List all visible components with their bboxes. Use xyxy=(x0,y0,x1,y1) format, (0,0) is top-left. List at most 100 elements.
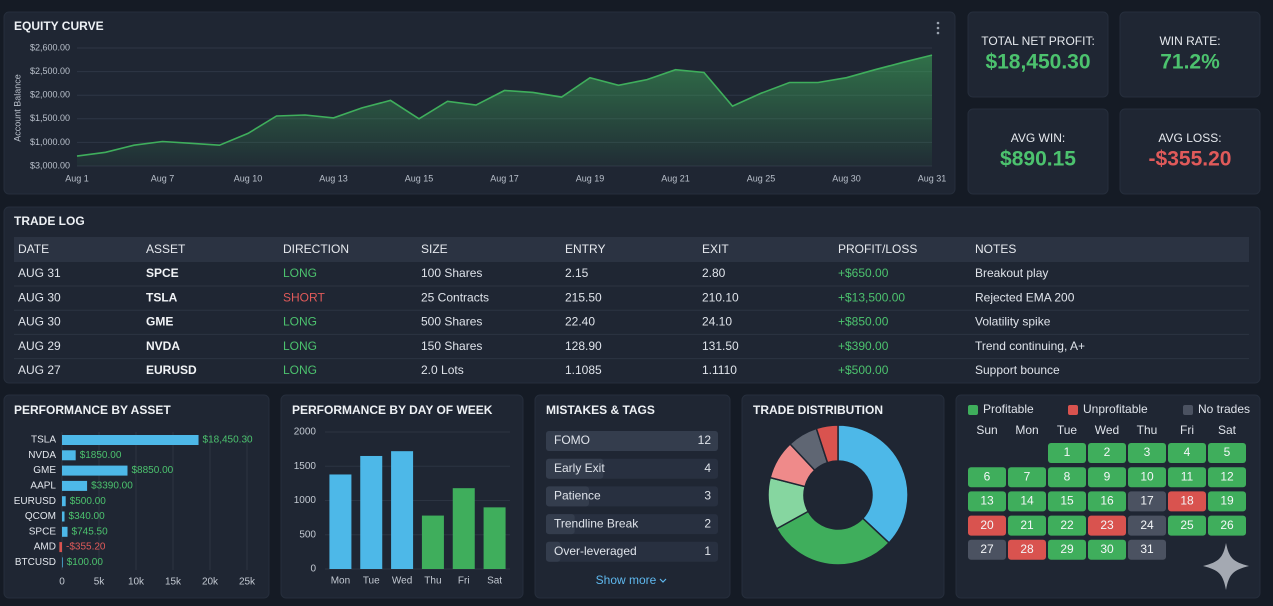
table-cell: 22.40 xyxy=(565,315,595,329)
day-number: 24 xyxy=(1140,518,1154,532)
panel-title: MISTAKES & TAGS xyxy=(546,403,655,417)
tag-count: 1 xyxy=(704,544,711,558)
calendar-day xyxy=(1008,539,1046,560)
tag-count: 3 xyxy=(704,489,711,503)
y-tick-label: $2,500.00 xyxy=(30,66,70,76)
x-tick-label: Aug 15 xyxy=(405,173,434,183)
equity-area xyxy=(77,55,932,166)
y-tick-label: QCOM xyxy=(25,511,56,522)
stat-card xyxy=(1119,108,1261,195)
day-number: 29 xyxy=(1060,542,1074,556)
bar xyxy=(452,488,475,569)
menu-icon[interactable] xyxy=(936,21,940,35)
legend-swatch xyxy=(968,405,978,415)
table-title: TRADE LOG xyxy=(14,214,85,228)
chevron-icon xyxy=(659,578,667,583)
y-tick-label: $1,500.00 xyxy=(30,113,70,123)
day-number: 7 xyxy=(1024,469,1031,483)
bar xyxy=(391,451,414,569)
table-cell: +$650.00 xyxy=(838,266,889,280)
day-number: 18 xyxy=(1180,494,1194,508)
weekday-label: Mon xyxy=(1015,423,1038,437)
table-cell: AUG 30 xyxy=(18,290,61,304)
value-label: $500.00 xyxy=(70,496,107,507)
weekday-label: Sat xyxy=(1218,423,1237,437)
x-tick-label: Aug 19 xyxy=(576,173,605,183)
column-header: DIRECTION xyxy=(283,242,349,256)
calendar-day xyxy=(1128,539,1166,560)
x-tick-label: 20k xyxy=(202,577,219,588)
y-tick-label: $2,600.00 xyxy=(30,42,70,52)
tag-count: 12 xyxy=(698,433,712,447)
day-number: 6 xyxy=(984,469,991,483)
table-cell: +$390.00 xyxy=(838,339,889,353)
y-tick-label: AAPL xyxy=(30,481,56,492)
y-tick-label: GME xyxy=(33,465,56,476)
x-tick-label: Wed xyxy=(392,576,412,587)
table-cell: AUG 31 xyxy=(18,266,61,280)
calendar-day xyxy=(968,467,1006,488)
column-header: DATE xyxy=(18,242,49,256)
stat-label: AVG WIN: xyxy=(1011,131,1065,145)
column-header: ASSET xyxy=(146,242,186,256)
calendar-day xyxy=(1128,467,1166,488)
day-number: 4 xyxy=(1184,445,1191,459)
x-tick-label: Fri xyxy=(458,576,470,587)
calendar-day xyxy=(1088,515,1126,536)
day-number: 22 xyxy=(1060,518,1074,532)
show-more-link[interactable]: Show more xyxy=(596,573,657,587)
table-header-bg xyxy=(14,237,1249,262)
column-header: NOTES xyxy=(975,242,1016,256)
day-number: 13 xyxy=(980,494,994,508)
day-number: 27 xyxy=(980,542,994,556)
y-tick-label: EURUSD xyxy=(14,496,56,507)
stat-label: AVG LOSS: xyxy=(1158,131,1221,145)
day-number: 26 xyxy=(1220,518,1234,532)
calendar-day xyxy=(1008,467,1046,488)
table-cell: LONG xyxy=(283,315,317,329)
stat-card xyxy=(967,11,1109,98)
day-number: 16 xyxy=(1100,494,1114,508)
table-cell: Breakout play xyxy=(975,266,1048,280)
calendar-day xyxy=(1088,467,1126,488)
calendar-day xyxy=(1168,467,1206,488)
x-tick-label: Mon xyxy=(331,576,350,587)
day-number: 1 xyxy=(1064,445,1071,459)
table-cell: +$850.00 xyxy=(838,315,889,329)
tag-name: Patience xyxy=(554,489,601,503)
weekday-label: Fri xyxy=(1180,423,1194,437)
tag-track xyxy=(546,514,718,535)
chart-title: PERFORMANCE BY DAY OF WEEK xyxy=(292,403,493,417)
stat-value: -$355.20 xyxy=(1149,148,1232,171)
y-tick-label: 2000 xyxy=(294,427,317,438)
table-cell: 131.50 xyxy=(702,339,739,353)
table-cell: GME xyxy=(146,315,173,329)
weekday-label: Tue xyxy=(1057,423,1078,437)
x-tick-label: Aug 13 xyxy=(319,173,348,183)
legend-swatch xyxy=(1068,405,1078,415)
weekday-label: Wed xyxy=(1095,423,1119,437)
legend-swatch xyxy=(1183,405,1193,415)
table-cell: 210.10 xyxy=(702,290,739,304)
x-tick-label: Aug 10 xyxy=(234,173,263,183)
calendar-day xyxy=(1168,515,1206,536)
table-cell: 100 Shares xyxy=(421,266,482,280)
table-cell: 25 Contracts xyxy=(421,290,489,304)
table-cell: 150 Shares xyxy=(421,339,482,353)
table-cell: LONG xyxy=(283,266,317,280)
chart-title: EQUITY CURVE xyxy=(14,19,104,33)
y-tick-label: 1500 xyxy=(294,461,317,472)
x-tick-label: Aug 25 xyxy=(747,173,776,183)
day-number: 25 xyxy=(1180,518,1194,532)
equity-line xyxy=(76,54,933,157)
bar xyxy=(59,542,62,553)
calendar-day xyxy=(1168,443,1206,463)
day-number: 28 xyxy=(1020,542,1034,556)
x-tick-label: Aug 31 xyxy=(918,173,947,183)
calendar-day xyxy=(1128,443,1166,463)
legend-label: No trades xyxy=(1198,402,1250,416)
table-cell: 500 Shares xyxy=(421,315,482,329)
day-number: 14 xyxy=(1020,494,1034,508)
y-tick-label: 0 xyxy=(310,564,316,575)
